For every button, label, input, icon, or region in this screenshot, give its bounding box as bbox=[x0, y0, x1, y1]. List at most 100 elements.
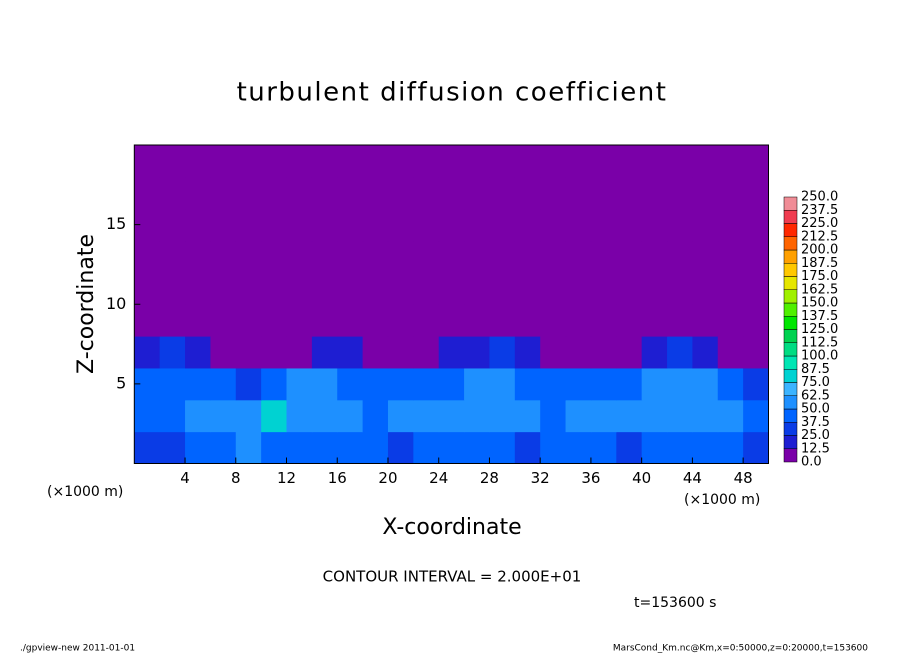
cell bbox=[438, 240, 465, 273]
cell bbox=[413, 399, 440, 433]
cell bbox=[387, 431, 414, 464]
colorbar-label: 100.0 bbox=[801, 349, 838, 364]
cell bbox=[641, 399, 668, 433]
cell bbox=[438, 145, 465, 178]
colorbar-label: 87.5 bbox=[801, 362, 830, 377]
colorbar-label: 187.5 bbox=[801, 256, 838, 271]
colorbar-box bbox=[783, 316, 798, 330]
cell bbox=[185, 272, 211, 305]
cell bbox=[565, 399, 592, 433]
cell bbox=[717, 336, 744, 369]
cell bbox=[210, 336, 237, 369]
colorbar-box bbox=[783, 302, 798, 317]
cell bbox=[743, 208, 769, 242]
cell bbox=[438, 208, 465, 242]
cell bbox=[540, 399, 567, 433]
cell bbox=[159, 240, 186, 273]
cell bbox=[362, 336, 389, 369]
cell bbox=[337, 399, 364, 433]
cell bbox=[261, 336, 288, 369]
cell bbox=[362, 431, 389, 464]
cell bbox=[616, 272, 643, 305]
cell bbox=[717, 240, 744, 273]
cell bbox=[362, 208, 389, 242]
cell bbox=[311, 272, 338, 305]
cell bbox=[540, 367, 567, 401]
cell bbox=[464, 399, 490, 433]
cell bbox=[641, 367, 668, 401]
cell bbox=[134, 272, 161, 305]
cell bbox=[235, 367, 262, 401]
cell bbox=[590, 176, 617, 210]
colorbar-box bbox=[783, 448, 798, 463]
cell bbox=[641, 176, 668, 210]
colorbar-label: 237.5 bbox=[801, 203, 838, 218]
cell bbox=[438, 336, 465, 369]
cell bbox=[362, 176, 389, 210]
cell bbox=[565, 240, 592, 273]
cell bbox=[159, 367, 186, 401]
colorbar-box bbox=[783, 355, 798, 370]
cell bbox=[565, 145, 592, 178]
cell bbox=[514, 176, 541, 210]
colorbar-box bbox=[783, 382, 798, 396]
cell bbox=[717, 208, 744, 242]
colorbar-box bbox=[783, 263, 798, 277]
x-unit-left: (×1000 m) bbox=[47, 484, 123, 500]
cell bbox=[210, 145, 237, 178]
cell bbox=[540, 431, 567, 464]
cell bbox=[565, 176, 592, 210]
cell bbox=[362, 399, 389, 433]
cell bbox=[464, 336, 490, 369]
cell bbox=[743, 431, 769, 464]
cell bbox=[362, 240, 389, 273]
x-tick-label: 48 bbox=[734, 469, 753, 487]
cell bbox=[387, 336, 414, 369]
colorbar-box bbox=[783, 395, 798, 410]
cell bbox=[337, 304, 364, 337]
x-unit-right: (×1000 m) bbox=[684, 492, 760, 508]
contour-note: CONTOUR INTERVAL = 2.000E+01 bbox=[323, 568, 582, 586]
cell bbox=[464, 431, 490, 464]
x-axis-label: X-coordinate bbox=[382, 515, 521, 540]
cell bbox=[235, 272, 262, 305]
cell bbox=[489, 208, 516, 242]
cell bbox=[387, 367, 414, 401]
colorbar-label: 62.5 bbox=[801, 388, 830, 403]
x-tick-label: 20 bbox=[378, 469, 397, 487]
cell bbox=[413, 431, 440, 464]
cell bbox=[387, 304, 414, 337]
cell bbox=[159, 431, 186, 464]
cell bbox=[311, 367, 338, 401]
cell bbox=[311, 176, 338, 210]
cell bbox=[641, 431, 668, 464]
cell bbox=[692, 399, 719, 433]
colorbar-box bbox=[783, 210, 798, 224]
cell bbox=[337, 145, 364, 178]
colorbar-box bbox=[783, 369, 798, 383]
cell bbox=[743, 304, 769, 337]
cell bbox=[743, 145, 769, 178]
cell bbox=[464, 208, 490, 242]
cell bbox=[489, 304, 516, 337]
cell bbox=[261, 176, 288, 210]
colorbar-box bbox=[783, 329, 798, 343]
colorbar-box bbox=[783, 223, 798, 237]
cell bbox=[743, 336, 769, 369]
cell bbox=[438, 431, 465, 464]
colorbar-box bbox=[783, 276, 798, 290]
cell bbox=[134, 240, 161, 273]
cell bbox=[464, 240, 490, 273]
cell bbox=[311, 145, 338, 178]
cell bbox=[590, 272, 617, 305]
cell bbox=[337, 272, 364, 305]
cell bbox=[464, 176, 490, 210]
cell bbox=[134, 399, 161, 433]
cell bbox=[362, 272, 389, 305]
cell bbox=[717, 431, 744, 464]
cell bbox=[590, 304, 617, 337]
cell bbox=[413, 304, 440, 337]
colorbar-label: 37.5 bbox=[801, 415, 830, 430]
cell bbox=[413, 240, 440, 273]
